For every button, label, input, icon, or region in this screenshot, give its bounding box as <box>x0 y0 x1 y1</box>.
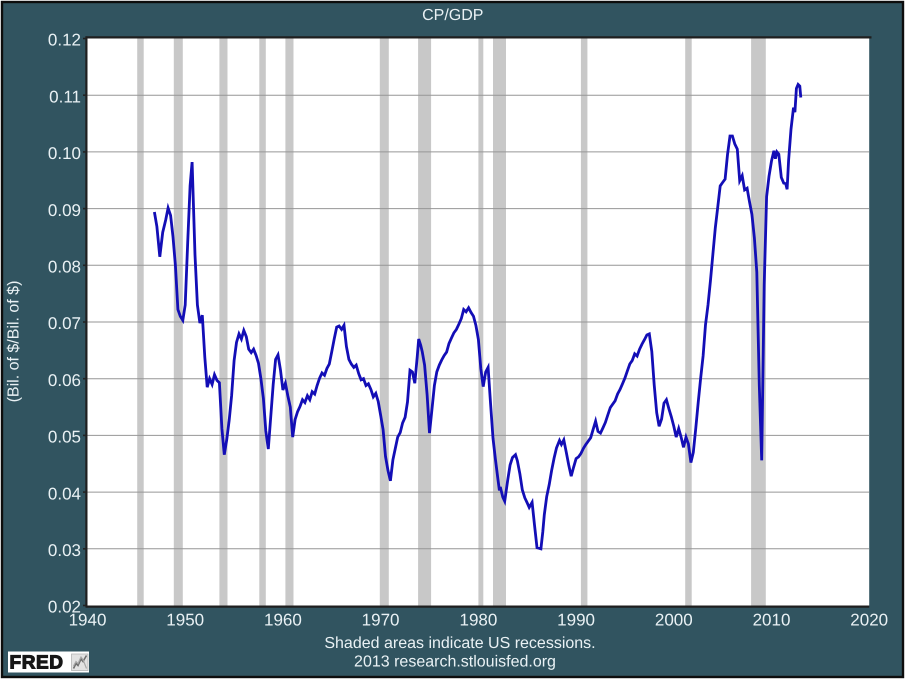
svg-text:0.11: 0.11 <box>49 87 81 106</box>
svg-text:0.04: 0.04 <box>48 484 81 503</box>
svg-text:(Bil. of $/Bil. of $): (Bil. of $/Bil. of $) <box>6 281 23 403</box>
svg-text:Shaded areas indicate US reces: Shaded areas indicate US recessions. <box>324 635 595 652</box>
svg-text:1950: 1950 <box>166 611 204 630</box>
svg-text:FRED: FRED <box>10 653 64 674</box>
svg-text:1970: 1970 <box>362 611 400 630</box>
svg-text:CP/GDP: CP/GDP <box>422 7 483 24</box>
svg-text:0.02: 0.02 <box>48 598 81 617</box>
svg-text:0.07: 0.07 <box>48 314 81 333</box>
svg-text:2010: 2010 <box>753 611 791 630</box>
svg-text:2020: 2020 <box>850 611 888 630</box>
svg-text:0.10: 0.10 <box>48 144 81 163</box>
svg-text:0.05: 0.05 <box>48 428 81 447</box>
svg-text:0.09: 0.09 <box>48 201 81 220</box>
svg-text:0.12: 0.12 <box>48 31 81 50</box>
svg-text:1980: 1980 <box>459 611 497 630</box>
svg-text:2000: 2000 <box>655 611 693 630</box>
svg-text:1990: 1990 <box>557 611 595 630</box>
svg-text:1940: 1940 <box>69 611 107 630</box>
svg-text:0.06: 0.06 <box>48 371 81 390</box>
svg-text:1960: 1960 <box>264 611 302 630</box>
svg-text:0.08: 0.08 <box>48 258 81 277</box>
svg-text:0.03: 0.03 <box>48 541 81 560</box>
svg-text:2013 research.stlouisfed.org: 2013 research.stlouisfed.org <box>354 654 556 671</box>
